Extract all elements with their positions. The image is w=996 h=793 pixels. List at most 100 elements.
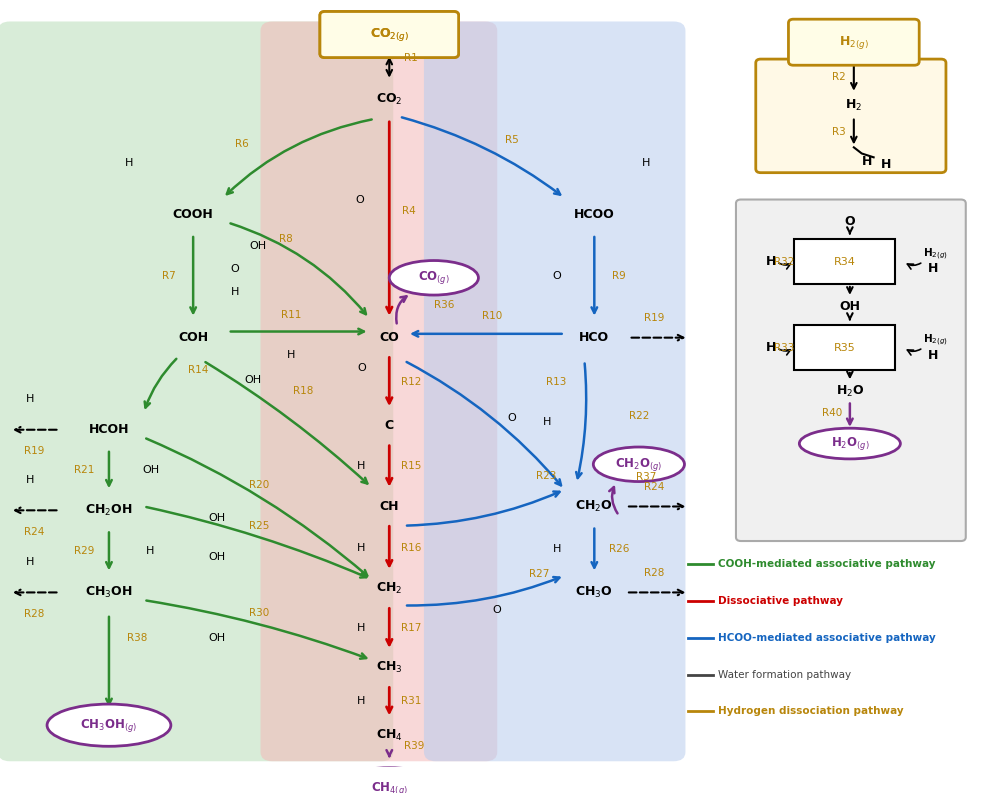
Text: CH$_2$O: CH$_2$O: [576, 499, 614, 514]
Text: R4: R4: [402, 206, 416, 216]
Text: R29: R29: [74, 546, 95, 557]
Text: R11: R11: [281, 309, 302, 320]
FancyBboxPatch shape: [795, 239, 895, 284]
Text: OH: OH: [142, 465, 159, 475]
Text: R16: R16: [400, 542, 421, 553]
Text: R32: R32: [774, 257, 795, 266]
Text: R24: R24: [643, 482, 664, 492]
Text: R22: R22: [628, 411, 649, 421]
FancyBboxPatch shape: [756, 59, 946, 173]
Text: CH$_2$O$_{(g)}$: CH$_2$O$_{(g)}$: [616, 456, 662, 473]
Text: CO: CO: [379, 331, 399, 344]
Text: R21: R21: [74, 465, 95, 475]
Text: H$_{2(g)}$: H$_{2(g)}$: [839, 34, 869, 51]
Text: H: H: [287, 350, 296, 359]
Text: H$_2$: H$_2$: [846, 98, 863, 113]
Text: R36: R36: [433, 301, 454, 310]
Text: R5: R5: [505, 136, 519, 145]
Text: R1: R1: [404, 52, 418, 63]
FancyBboxPatch shape: [795, 325, 895, 370]
Text: H: H: [766, 255, 776, 268]
Text: H: H: [553, 545, 561, 554]
Text: R33: R33: [774, 343, 795, 353]
Text: H: H: [766, 341, 776, 354]
Text: O: O: [845, 215, 856, 228]
Text: R13: R13: [546, 377, 567, 387]
Text: R12: R12: [400, 377, 421, 387]
Text: O: O: [492, 605, 501, 615]
Text: R28: R28: [25, 609, 45, 619]
Text: H: H: [358, 623, 366, 633]
FancyBboxPatch shape: [789, 19, 919, 65]
Text: O: O: [356, 194, 364, 205]
Text: C: C: [384, 419, 393, 432]
Text: H$_{2(g)}$: H$_{2(g)}$: [922, 332, 947, 347]
Text: COOH: COOH: [172, 209, 213, 221]
Text: HCOO-mediated associative pathway: HCOO-mediated associative pathway: [718, 633, 936, 642]
Text: H: H: [641, 158, 650, 167]
Text: CH$_3$OH: CH$_3$OH: [86, 585, 132, 600]
Text: R10: R10: [482, 311, 502, 321]
Text: CH$_3$O: CH$_3$O: [576, 585, 614, 600]
Text: R6: R6: [235, 139, 249, 148]
Text: CO$_{2(g)}$: CO$_{2(g)}$: [370, 26, 408, 43]
Ellipse shape: [800, 428, 900, 459]
Text: R27: R27: [529, 569, 550, 579]
Text: H: H: [146, 546, 154, 557]
Text: O: O: [230, 263, 239, 274]
Text: R9: R9: [613, 271, 625, 282]
FancyBboxPatch shape: [320, 12, 458, 58]
Text: CH$_3$OH$_{(g)}$: CH$_3$OH$_{(g)}$: [81, 717, 137, 734]
Text: Dissociative pathway: Dissociative pathway: [718, 596, 844, 606]
Text: R3: R3: [832, 127, 846, 137]
Text: R37: R37: [635, 473, 656, 482]
Text: CH$_4$: CH$_4$: [375, 728, 402, 743]
FancyBboxPatch shape: [261, 21, 497, 761]
Text: H: H: [928, 349, 938, 362]
Text: H: H: [26, 394, 34, 404]
Text: R2: R2: [832, 71, 846, 82]
Text: R40: R40: [822, 408, 843, 418]
Text: O: O: [358, 363, 366, 373]
Text: R19: R19: [643, 313, 664, 324]
Text: H: H: [881, 159, 891, 171]
Text: OH: OH: [249, 240, 266, 251]
Text: H: H: [358, 462, 366, 471]
Text: O: O: [507, 413, 516, 423]
Text: R39: R39: [403, 741, 424, 751]
Text: R15: R15: [400, 462, 421, 471]
Ellipse shape: [594, 447, 684, 481]
Text: R7: R7: [161, 271, 175, 282]
Text: CH$_{4(g)}$: CH$_{4(g)}$: [371, 780, 407, 793]
Text: R30: R30: [249, 608, 269, 619]
Text: HCO: HCO: [580, 331, 610, 344]
Text: R8: R8: [280, 235, 293, 244]
Text: OH: OH: [209, 633, 226, 642]
FancyBboxPatch shape: [0, 21, 393, 761]
Text: H: H: [358, 542, 366, 553]
Ellipse shape: [389, 261, 478, 295]
FancyBboxPatch shape: [736, 200, 966, 541]
Text: H: H: [928, 262, 938, 275]
Text: H$_2$O: H$_2$O: [836, 384, 865, 399]
Text: CO$_{(g)}$: CO$_{(g)}$: [418, 270, 450, 286]
Text: OH: OH: [209, 552, 226, 562]
Text: R38: R38: [126, 634, 146, 643]
Text: R34: R34: [834, 257, 856, 266]
Text: H: H: [543, 417, 551, 427]
Text: HCOO: HCOO: [574, 209, 615, 221]
Text: CH$_2$: CH$_2$: [376, 581, 402, 596]
Text: H$_2$O$_{(g)}$: H$_2$O$_{(g)}$: [831, 435, 870, 452]
Text: R17: R17: [400, 623, 421, 633]
Text: COH: COH: [178, 331, 208, 344]
Text: R24: R24: [25, 527, 45, 537]
Text: CO$_2$: CO$_2$: [376, 92, 402, 107]
Text: CH$_2$OH: CH$_2$OH: [86, 503, 132, 518]
Text: OH: OH: [840, 301, 861, 313]
Text: HCOH: HCOH: [89, 423, 129, 436]
Text: R23: R23: [536, 471, 557, 481]
Text: R19: R19: [25, 446, 45, 456]
Text: H: H: [230, 286, 239, 297]
Text: H: H: [358, 696, 366, 707]
Text: COOH-mediated associative pathway: COOH-mediated associative pathway: [718, 559, 935, 569]
